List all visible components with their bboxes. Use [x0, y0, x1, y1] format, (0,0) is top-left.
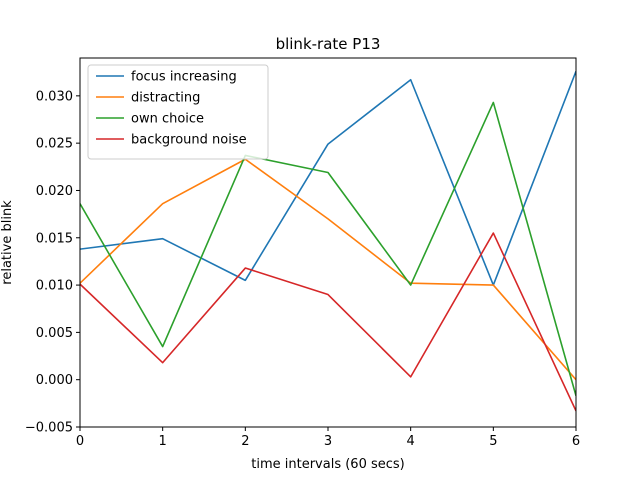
y-axis-label: relative blink — [0, 200, 15, 285]
y-tick-label: 0.000 — [36, 373, 73, 388]
y-tick-label: 0.020 — [36, 184, 73, 199]
y-tick-label: 0.005 — [36, 326, 73, 341]
series-layer — [80, 70, 576, 412]
y-tick-label: 0.010 — [36, 279, 73, 294]
x-tick-label: 1 — [159, 434, 167, 449]
legend-entry-label: own choice — [131, 112, 204, 127]
legend-entry-label: background noise — [131, 133, 247, 148]
legend-entry-label: distracting — [131, 91, 200, 106]
y-axis-ticks: −0.005 0.000 0.005 0.010 0.015 0.020 0.025 0.03… — [25, 89, 80, 436]
x-axis-ticks: 0 1 2 3 4 5 6 — [76, 427, 580, 449]
y-tick-label: 0.030 — [36, 89, 73, 104]
x-tick-label: 4 — [407, 434, 415, 449]
y-tick-label: −0.005 — [25, 421, 73, 436]
x-tick-label: 3 — [324, 434, 332, 449]
x-tick-label: 5 — [489, 434, 497, 449]
series-line-background-noise — [80, 232, 576, 412]
x-tick-label: 0 — [76, 434, 84, 449]
chart-title: blink-rate P13 — [276, 35, 381, 53]
y-tick-label: 0.025 — [36, 137, 73, 152]
series-line-distracting — [80, 158, 576, 381]
x-axis-label: time intervals (60 secs) — [251, 457, 404, 472]
y-tick-label: 0.015 — [36, 231, 73, 246]
legend: focus increasing distracting own choice bac… — [87, 64, 269, 160]
legend-entry-label: focus increasing — [131, 70, 237, 85]
x-tick-label: 2 — [241, 434, 249, 449]
x-tick-label: 6 — [572, 434, 580, 449]
series-line-own-choice — [80, 101, 576, 396]
legend-box — [87, 64, 269, 160]
